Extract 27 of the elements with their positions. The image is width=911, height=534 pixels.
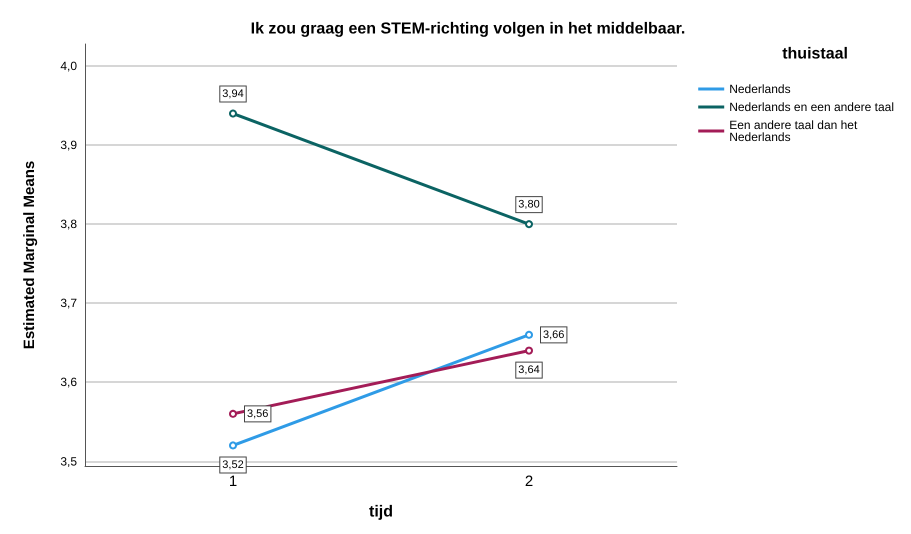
- x-tick-label: 1: [228, 473, 238, 490]
- point: [229, 441, 237, 450]
- y-tick-label: 4,0: [60, 59, 78, 74]
- data-label: 3,94: [222, 88, 244, 100]
- legend-title: thuistaal: [782, 46, 848, 62]
- y-tick-label: 3,7: [60, 296, 78, 310]
- legend-label: Een andere taal dan het Nederlands: [729, 118, 861, 144]
- legend-label: Nederlands: [729, 82, 791, 96]
- data-label: 3,64: [518, 364, 540, 376]
- data-label: 3,56: [247, 408, 268, 420]
- point: [525, 346, 533, 355]
- y-tick-label: 3,5: [60, 454, 78, 468]
- chart-title: Ik zou graag een STEM-richting volgen in het middelbaar.: [250, 20, 686, 38]
- point: [229, 110, 237, 118]
- point: [229, 410, 237, 418]
- legend-label: Nederlands en een andere taal: [729, 100, 894, 114]
- y-tick-label: 3,6: [60, 375, 78, 390]
- data-label: 3,80: [518, 198, 540, 211]
- x-axis-title: tijd: [369, 504, 393, 520]
- y-axis-title: Estimated Marginal Means: [21, 160, 38, 350]
- x-tick-label: 2: [524, 473, 534, 490]
- y-tick-label: 3,9: [60, 138, 78, 152]
- data-label: 3,52: [222, 458, 244, 471]
- data-label: 3,66: [543, 328, 564, 341]
- y-tick-label: 3,8: [60, 217, 78, 232]
- point: [525, 330, 533, 339]
- point: [525, 220, 533, 228]
